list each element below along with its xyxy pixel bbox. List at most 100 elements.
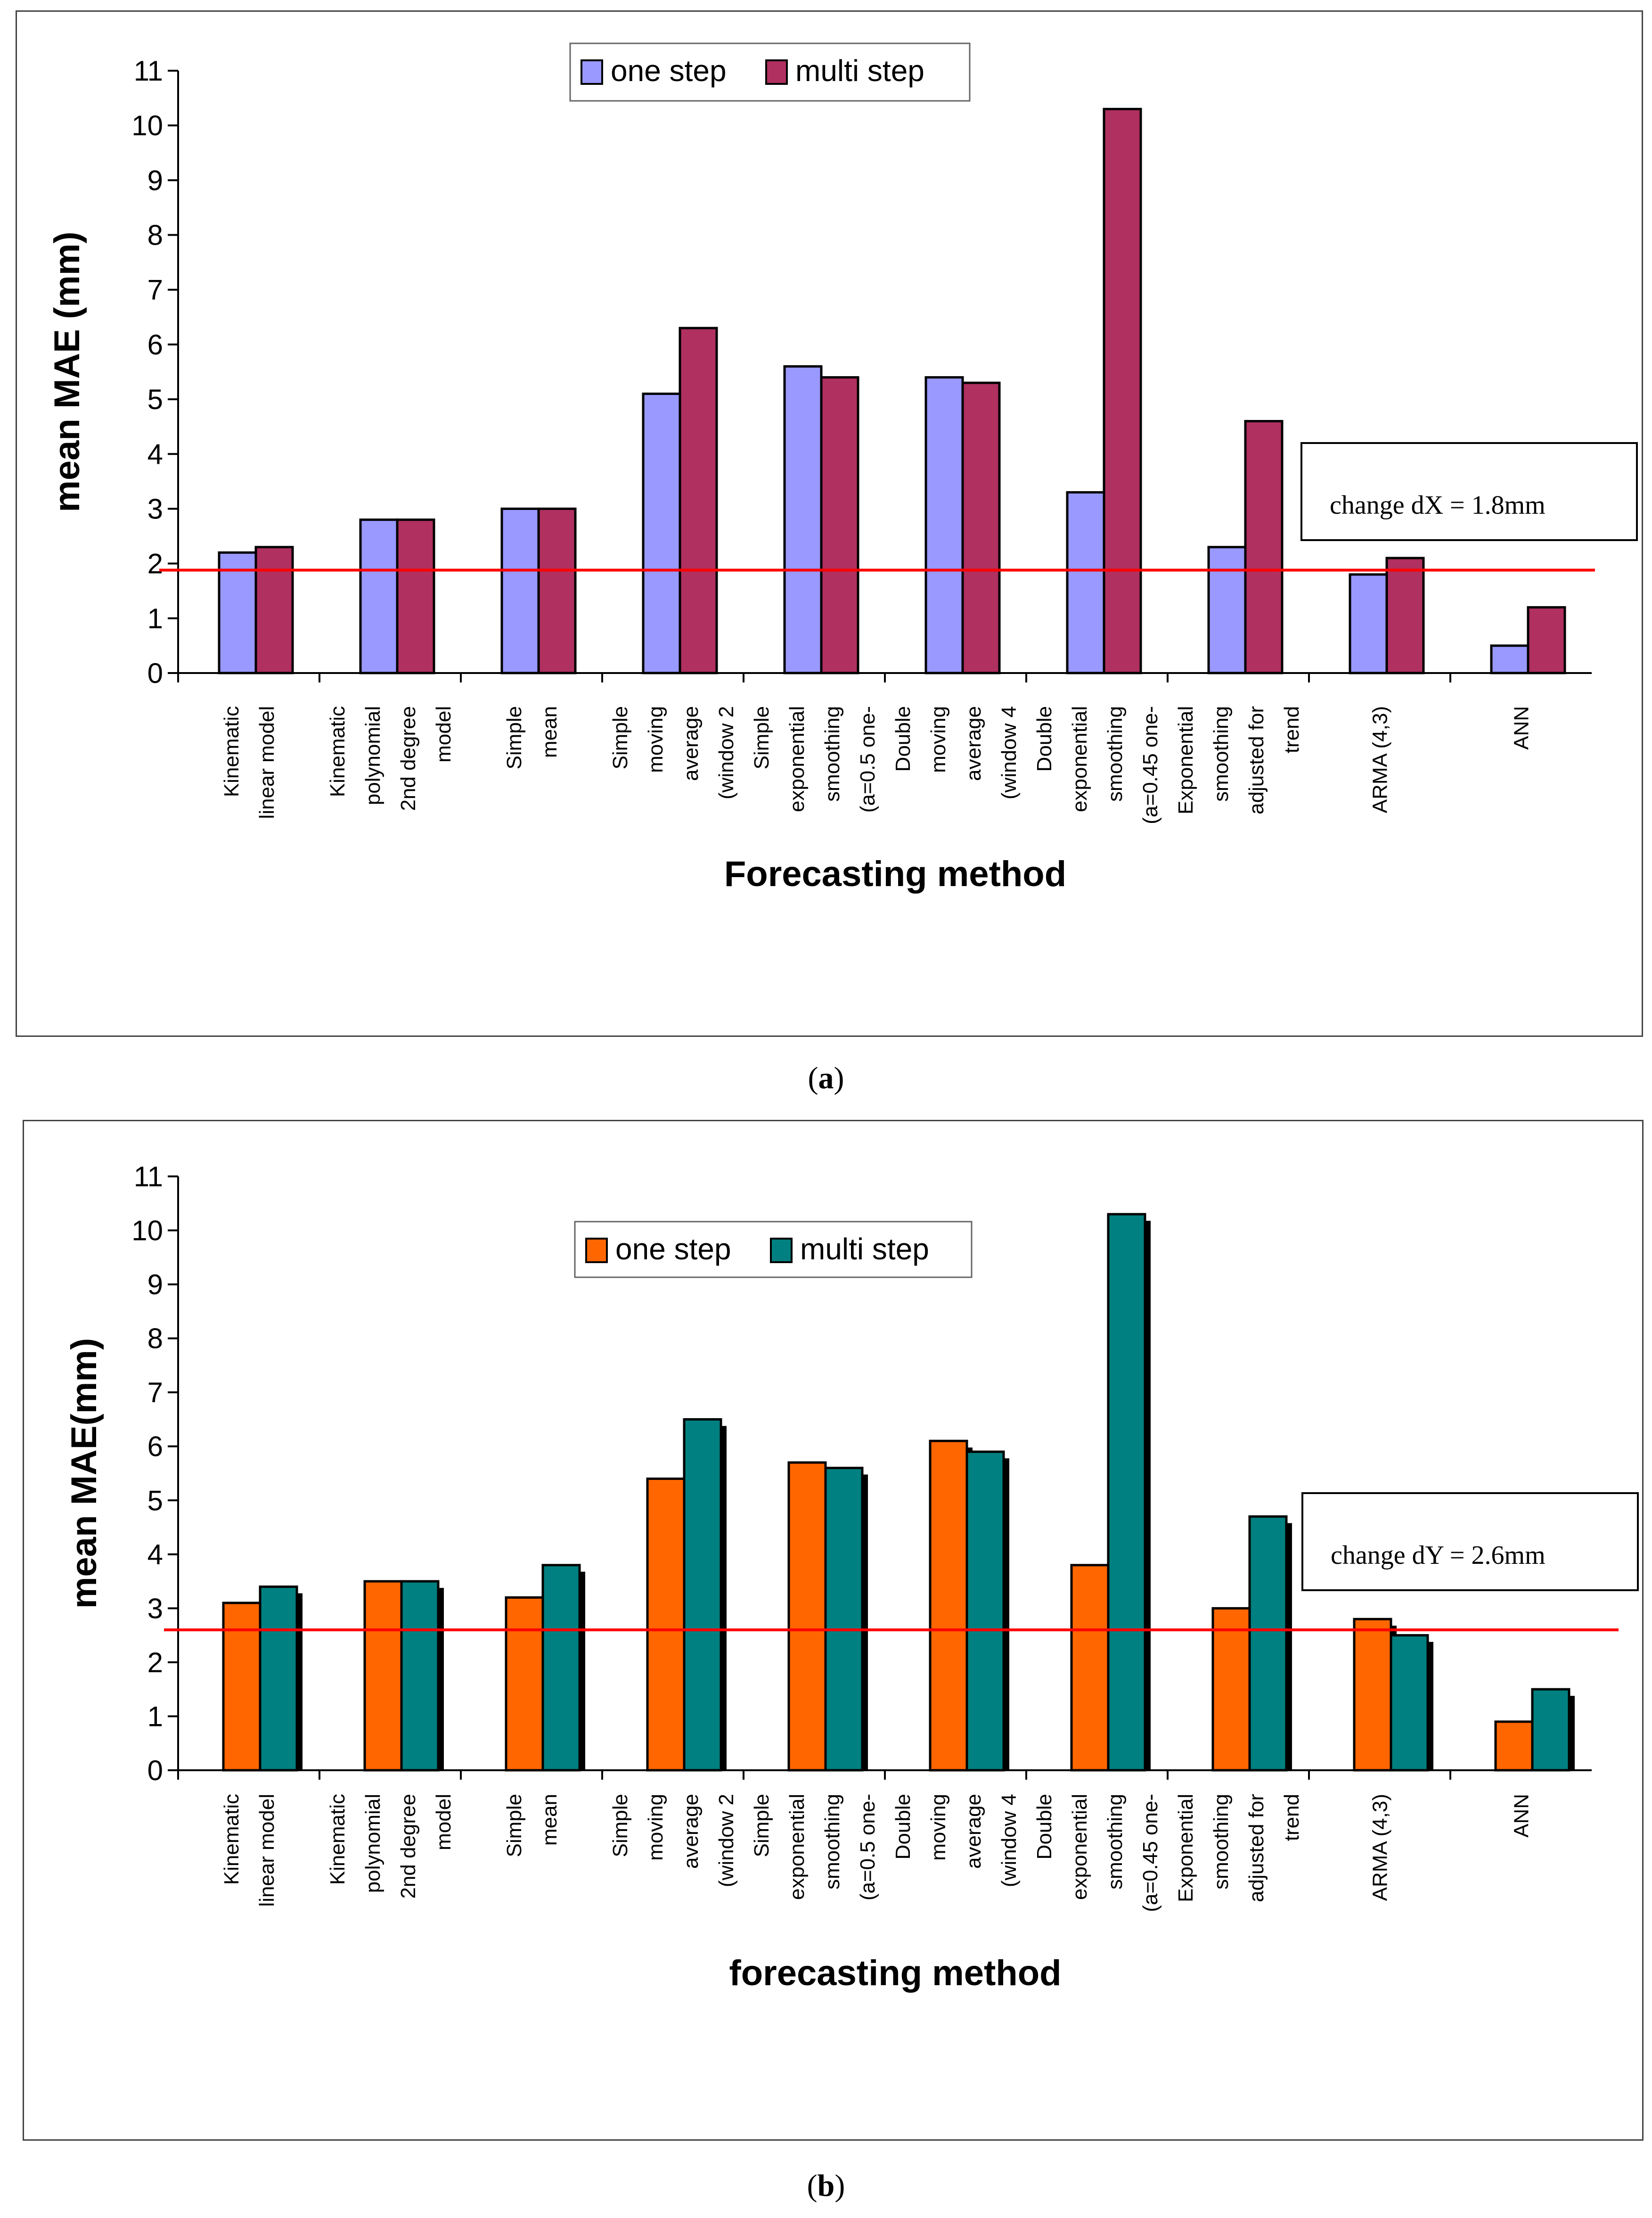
y-tick-label-a-2: 2	[147, 548, 163, 580]
bar-a-8-1	[1385, 557, 1425, 674]
y-tick-label-a-3: 3	[147, 493, 163, 525]
category-label-b-7-1: smoothing	[1210, 1794, 1233, 1889]
legend-label-b-0: one step	[615, 1232, 731, 1266]
category-label-b-2-1: mean	[538, 1794, 561, 1846]
bar-b-3-1	[683, 1418, 722, 1772]
category-label-a-4-1: exponential	[785, 706, 809, 812]
category-label-b-6-0: Double	[1033, 1794, 1056, 1859]
y-axis-title-a: mean MAE (mm)	[47, 231, 87, 512]
category-label-b-4-3: (a=0.5 one-	[856, 1794, 879, 1900]
y-tick-label-a-4: 4	[147, 438, 163, 470]
category-label-a-6-2: smoothing	[1104, 706, 1127, 802]
bar-a-9-0	[1490, 644, 1529, 674]
caption-a: (a)	[808, 1061, 844, 1095]
bar-b-2-1	[541, 1564, 581, 1772]
legend-swatch-b-0	[585, 1238, 608, 1263]
category-label-b-4-0: Simple	[750, 1794, 773, 1857]
category-label-b-6-2: smoothing	[1104, 1794, 1127, 1889]
bar-a-2-1	[537, 507, 577, 674]
bar-b-5-1	[965, 1450, 1005, 1772]
bar-b-5-0	[929, 1439, 968, 1772]
category-label-a-6-3: (a=0.45 one-	[1139, 706, 1162, 824]
category-label-b-5-1: moving	[927, 1794, 950, 1861]
y-tick-label-b-0: 0	[147, 1755, 163, 1786]
category-label-a-7-0: Exponential	[1174, 706, 1197, 814]
legend-label-b-1: multi step	[800, 1232, 929, 1266]
y-tick-label-a-8: 8	[147, 220, 163, 251]
category-label-a-1-2: 2nd degree	[397, 706, 420, 811]
bar-a-3-0	[642, 392, 681, 674]
category-label-a-2-1: mean	[538, 706, 561, 758]
caption-b: (b)	[807, 2169, 845, 2203]
category-label-a-1-1: polynomial	[361, 706, 384, 805]
bar-a-4-1	[820, 376, 859, 674]
bar-b-9-1	[1531, 1688, 1570, 1772]
bar-a-9-1	[1527, 606, 1566, 674]
category-label-a-7-3: trend	[1280, 706, 1303, 753]
category-label-b-1-3: model	[432, 1794, 455, 1850]
category-label-a-3-3: (window 2	[715, 706, 738, 799]
y-tick-label-b-1: 1	[147, 1700, 163, 1732]
category-label-b-4-1: exponential	[785, 1794, 809, 1900]
caption-b-letter: b	[817, 2169, 835, 2203]
annotation-text-b: change dY = 2.6mm	[1331, 1541, 1546, 1570]
bar-a-2-0	[500, 507, 540, 674]
bar-b-1-0	[363, 1580, 403, 1772]
category-label-a-7-1: smoothing	[1210, 706, 1233, 802]
legend-swatch-a-0	[581, 59, 603, 85]
bar-b-0-0	[222, 1602, 262, 1772]
bar-a-7-1	[1244, 420, 1284, 674]
category-label-b-7-3: trend	[1280, 1794, 1303, 1841]
category-label-a-6-0: Double	[1033, 706, 1056, 772]
y-tick-label-a-9: 9	[147, 164, 163, 196]
category-label-a-5-3: (window 4	[998, 706, 1021, 799]
category-label-b-5-2: average	[962, 1794, 985, 1869]
bar-a-7-0	[1207, 546, 1247, 674]
bar-a-5-1	[961, 381, 1001, 674]
legend-label-a-0: one step	[611, 54, 727, 88]
category-label-a-3-1: moving	[644, 706, 667, 773]
category-label-b-1-0: Kinematic	[326, 1794, 349, 1885]
category-label-a-0-0: Kinematic	[220, 706, 243, 797]
bar-a-8-0	[1349, 573, 1388, 674]
category-label-b-4-2: smoothing	[821, 1794, 844, 1889]
category-label-b-1-2: 2nd degree	[397, 1794, 420, 1899]
category-label-a-0-1: linear model	[255, 706, 278, 819]
y-tick-label-b-7: 7	[147, 1377, 163, 1408]
category-label-b-2-0: Simple	[503, 1794, 526, 1857]
category-label-b-5-3: (window 4	[998, 1794, 1021, 1887]
y-tick-label-b-4: 4	[147, 1539, 163, 1570]
annotation-text-a: change dX = 1.8mm	[1330, 491, 1546, 520]
bar-b-9-0	[1494, 1720, 1534, 1772]
category-label-b-6-1: exponential	[1068, 1794, 1091, 1900]
y-tick-label-a-6: 6	[147, 329, 163, 361]
bar-a-5-0	[924, 376, 964, 674]
bar-a-3-1	[679, 327, 718, 674]
bar-b-6-1	[1107, 1213, 1146, 1772]
category-label-a-4-0: Simple	[750, 706, 773, 770]
category-label-b-6-3: (a=0.45 one-	[1139, 1794, 1162, 1912]
bar-b-3-0	[646, 1477, 686, 1772]
category-label-a-3-2: average	[679, 706, 703, 781]
category-label-b-3-1: moving	[644, 1794, 667, 1861]
category-label-b-7-0: Exponential	[1174, 1794, 1197, 1902]
y-tick-label-a-0: 0	[147, 657, 163, 689]
legend-swatch-b-1	[770, 1238, 793, 1263]
y-tick-label-a-7: 7	[147, 274, 163, 306]
bar-b-4-0	[787, 1461, 827, 1772]
category-label-a-5-2: average	[962, 706, 985, 781]
category-label-a-4-3: (a=0.5 one-	[856, 706, 879, 813]
category-label-a-2-0: Simple	[503, 706, 526, 770]
category-label-a-6-1: exponential	[1068, 706, 1091, 812]
category-label-b-1-1: polynomial	[361, 1794, 384, 1893]
category-label-a-3-0: Simple	[609, 706, 632, 770]
category-label-a-5-0: Double	[891, 706, 915, 772]
category-label-b-3-2: average	[679, 1794, 703, 1869]
y-tick-label-b-11: 11	[134, 1161, 163, 1192]
category-label-a-7-2: adjusted for	[1245, 706, 1268, 814]
category-label-a-9-0: ANN	[1510, 706, 1533, 750]
category-label-b-3-0: Simple	[609, 1794, 632, 1857]
bar-b-6-0	[1070, 1564, 1110, 1772]
bar-b-8-0	[1353, 1618, 1392, 1772]
